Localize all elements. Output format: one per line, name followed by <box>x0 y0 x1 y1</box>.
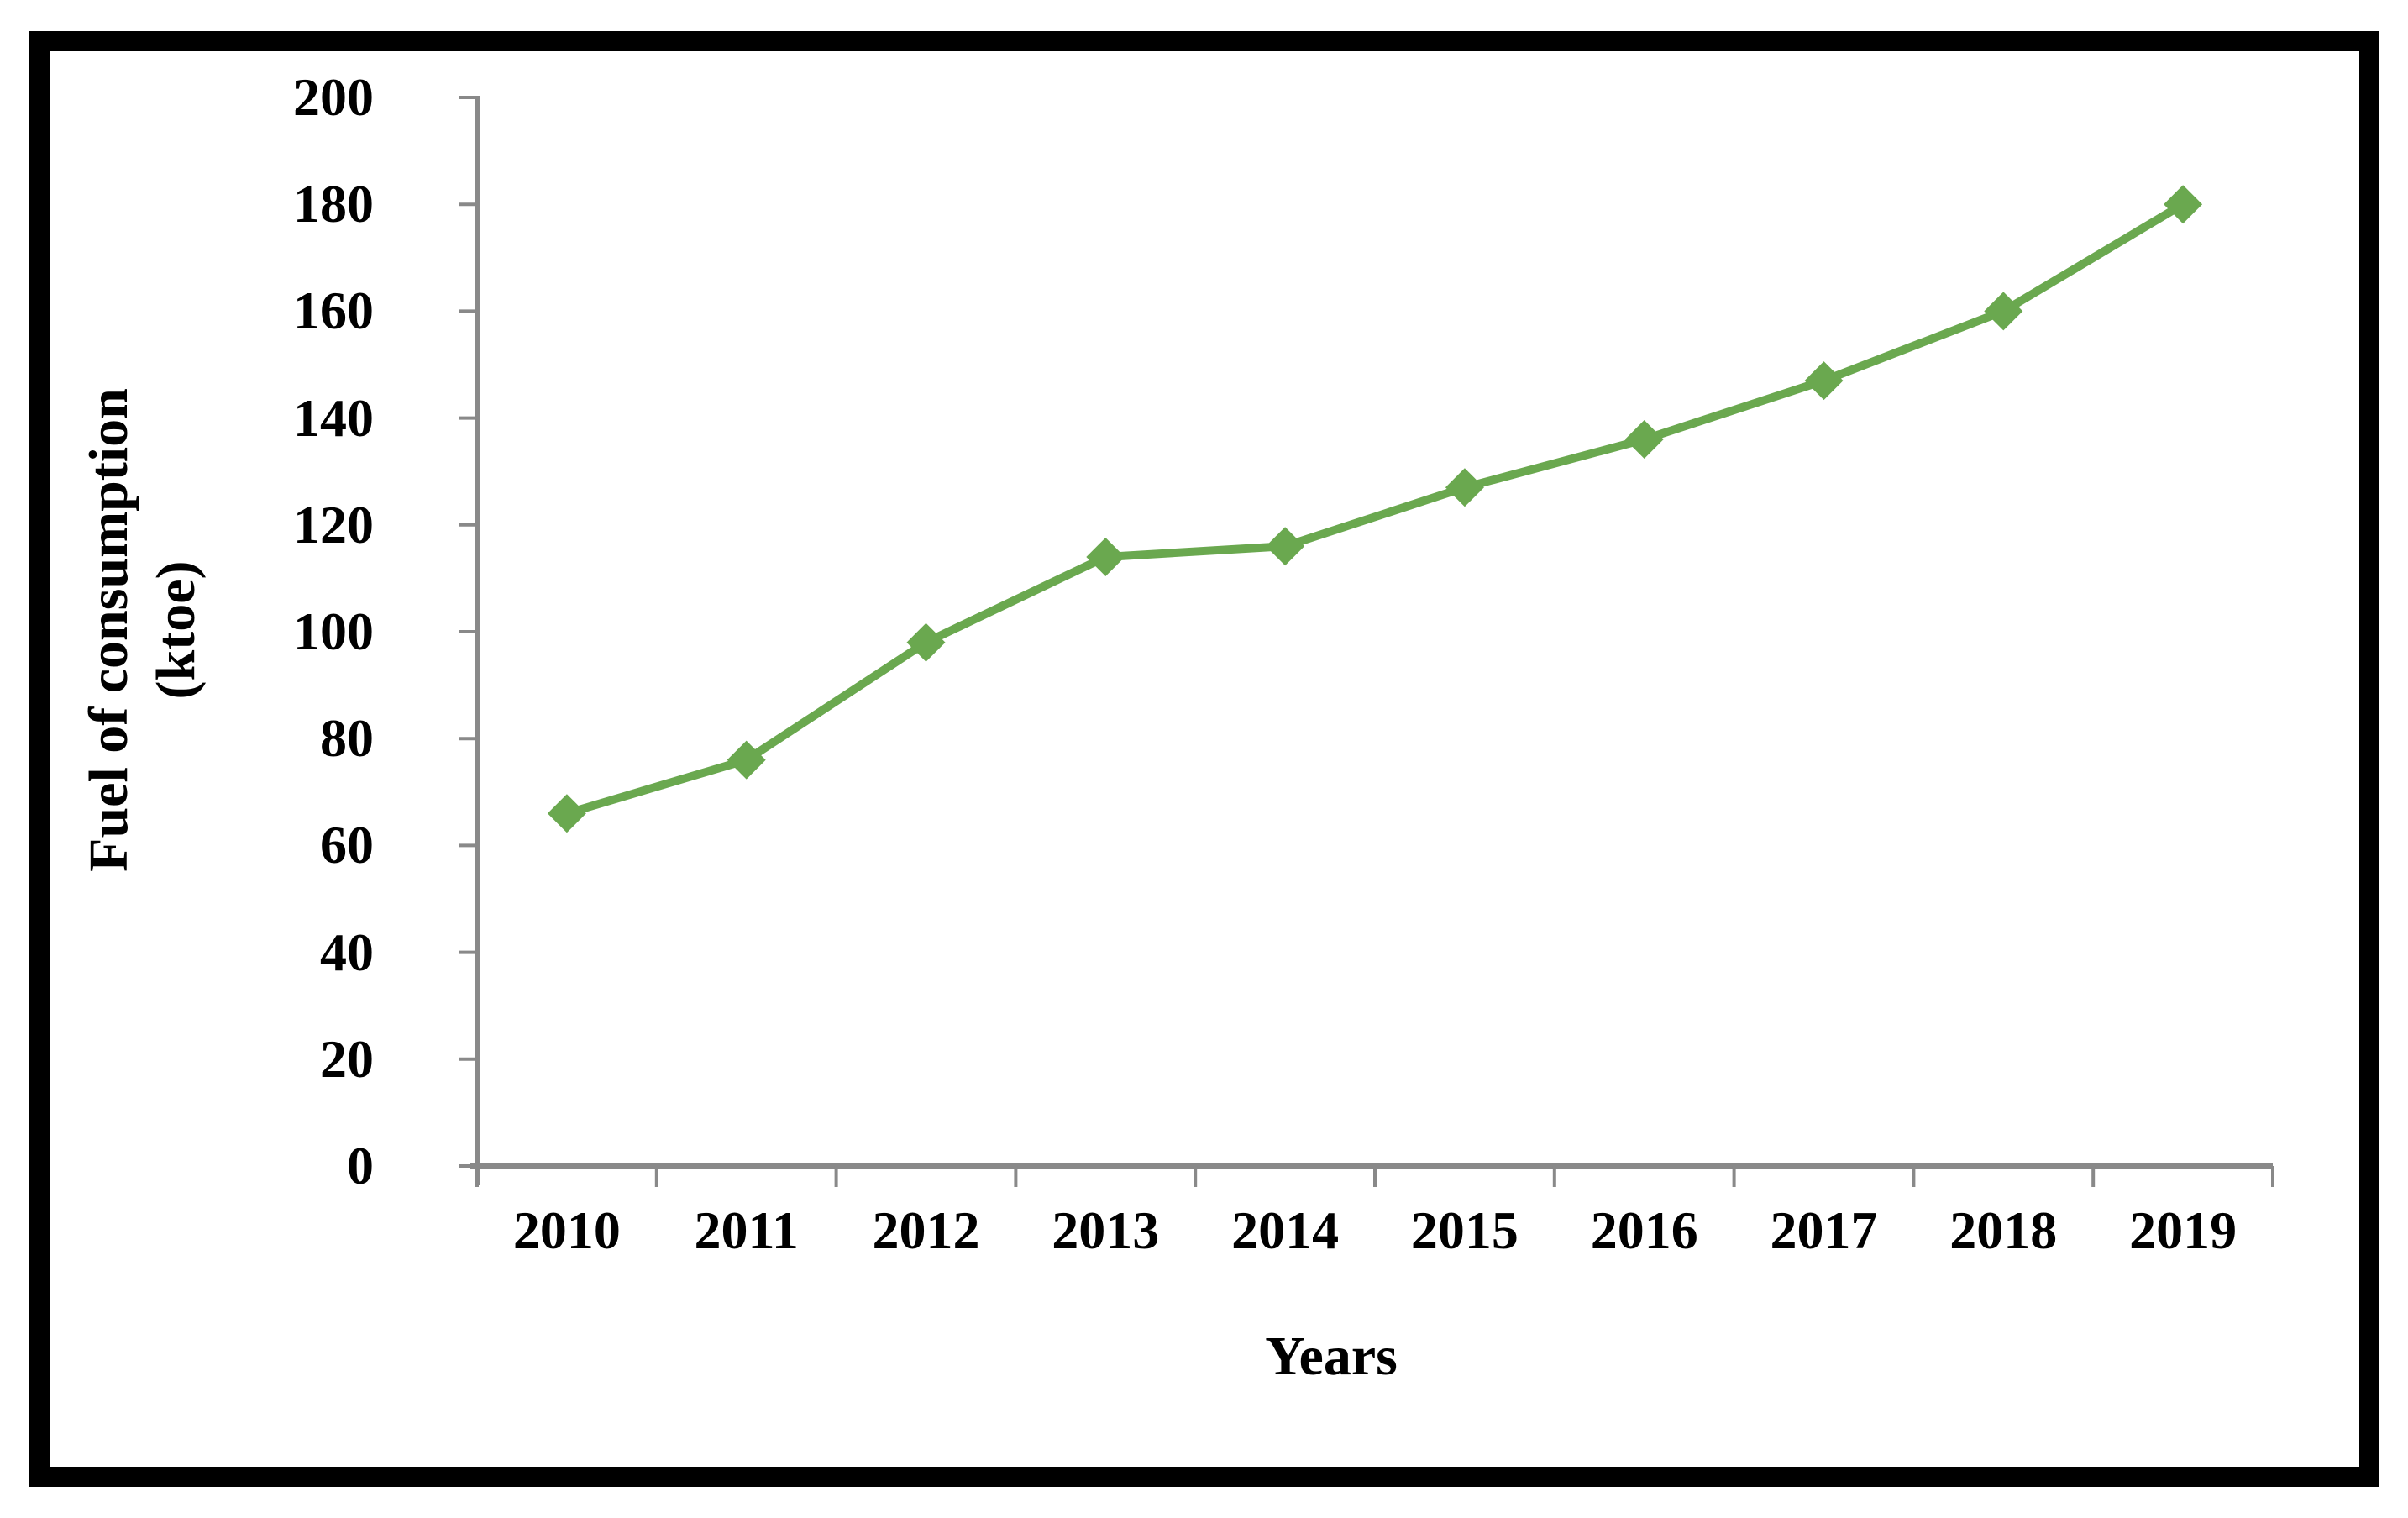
chart-svg <box>459 96 2274 1187</box>
data-point-marker-2014 <box>1266 527 1305 566</box>
data-point-marker-2012 <box>906 622 946 662</box>
y-axis-title-line1: Fuel of consumption <box>78 388 139 872</box>
x-axis-tick-label: 2010 <box>512 1200 621 1260</box>
x-axis-tick-label: 2012 <box>872 1200 980 1260</box>
x-axis-tick-label: 2014 <box>1231 1200 1340 1260</box>
y-axis-tick-label: 120 <box>293 494 374 554</box>
x-axis-tick-label: 2013 <box>1052 1200 1160 1260</box>
x-axis-tick-label: 2019 <box>2129 1200 2237 1260</box>
data-point-marker-2015 <box>1445 468 1484 507</box>
data-point-marker-2013 <box>1086 537 1125 576</box>
data-point-marker-2010 <box>547 794 586 833</box>
data-point-marker-2019 <box>2164 185 2203 224</box>
y-axis-tick-label: 100 <box>293 601 374 661</box>
data-point-marker-2017 <box>1804 361 1844 401</box>
y-axis-tick-label: 80 <box>320 708 374 769</box>
y-axis-title: Fuel of consumption (ktoe) <box>76 42 210 1218</box>
y-axis-tick-label: 0 <box>347 1136 374 1195</box>
y-axis-tick-label: 200 <box>293 67 374 127</box>
x-axis-tick-label: 2018 <box>1949 1200 2058 1260</box>
data-point-marker-2011 <box>727 740 766 780</box>
chart-frame: 0 20 40 60 80 100 120 140 160 180 200 2010 2011 2012… <box>29 31 2379 1487</box>
x-axis-title: Years <box>1265 1326 1398 1387</box>
y-axis-tick-label: 180 <box>293 174 374 234</box>
data-point-marker-2018 <box>1984 292 2023 331</box>
x-axis-tick-label: 2017 <box>1770 1200 1878 1260</box>
y-axis-tick-label: 60 <box>320 815 374 875</box>
y-axis-title-line2: (ktoe) <box>145 560 207 700</box>
plot-area: 0 20 40 60 80 100 120 140 160 180 200 2010 2011 2012… <box>50 51 2359 1467</box>
y-axis-tick-label: 40 <box>320 922 374 982</box>
x-axis-tick-label: 2015 <box>1410 1200 1519 1260</box>
fuel-consumption-line <box>562 200 2188 818</box>
x-axis-tick-label: 2011 <box>694 1200 799 1260</box>
y-axis-tick-label: 160 <box>293 281 374 341</box>
x-axis-tick-label: 2016 <box>1590 1200 1698 1260</box>
data-point-marker-2016 <box>1624 420 1664 460</box>
y-axis-tick-label: 20 <box>320 1028 374 1089</box>
y-axis-tick-label: 140 <box>293 387 374 448</box>
